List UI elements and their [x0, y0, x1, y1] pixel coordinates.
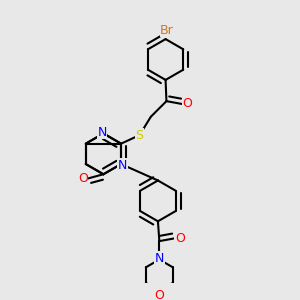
Text: N: N: [118, 159, 127, 172]
Text: Br: Br: [160, 23, 174, 37]
Text: O: O: [175, 232, 185, 245]
Text: S: S: [136, 129, 143, 142]
Text: N: N: [97, 125, 107, 139]
Text: O: O: [182, 98, 192, 110]
Text: O: O: [78, 172, 88, 185]
Text: N: N: [155, 252, 164, 265]
Text: O: O: [154, 289, 164, 300]
